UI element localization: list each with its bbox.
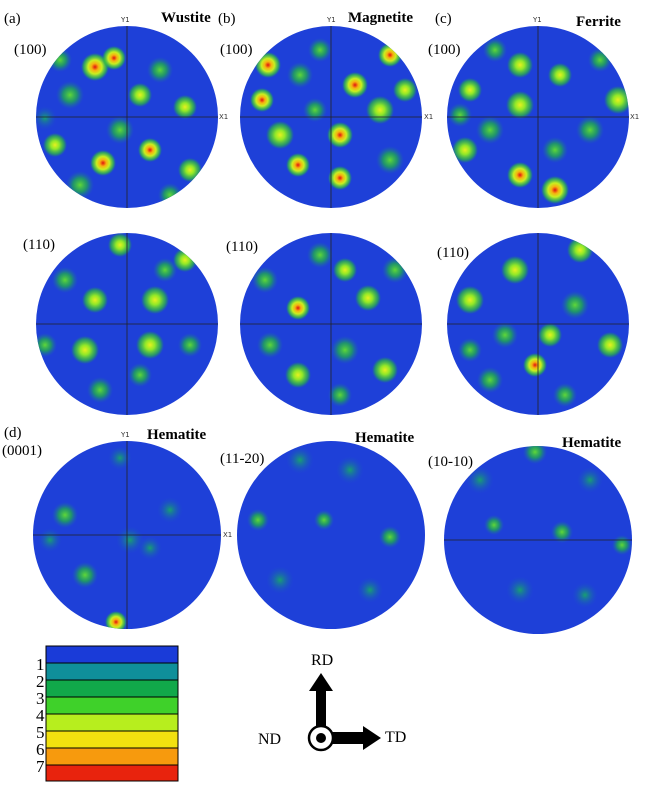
phase-title-hematite-2: Hematite: [355, 430, 415, 446]
axis-y-label: Y1: [121, 431, 130, 439]
plane-label-10-10: (10-10): [428, 454, 473, 470]
panel-letter-a: (a): [4, 11, 21, 27]
pole-figure-magnetite-110: [240, 233, 422, 415]
axis-y-label: Y1: [327, 16, 336, 24]
axis-x-label: X1: [630, 113, 640, 121]
panel-letter-c: (c): [435, 11, 452, 27]
colorbar: [45, 645, 179, 782]
colorbar-label-1: 1: [36, 655, 45, 674]
direction-td-label: TD: [385, 729, 407, 746]
direction-nd-label: ND: [258, 731, 282, 748]
phase-title-hematite-3: Hematite: [562, 435, 622, 451]
axis-x-label: X1: [219, 113, 229, 121]
panel-letter-b: (b): [218, 11, 236, 27]
pole-figure-ferrite-100: [447, 26, 629, 208]
phase-title-magnetite: Magnetite: [348, 10, 413, 26]
axis-x-label: X1: [223, 531, 233, 539]
phase-title-hematite-1: Hematite: [147, 427, 207, 443]
plane-label-100-wustite: (100): [14, 42, 47, 58]
colorbar-label-4: 4: [36, 706, 45, 725]
axis-y-label: Y1: [533, 16, 542, 24]
plane-label-0001: (0001): [2, 443, 42, 459]
plane-label-110-wustite: (110): [23, 237, 55, 253]
phase-title-wustite: Wustite: [161, 10, 211, 26]
axis-x-label: X1: [424, 113, 434, 121]
axis-y-label: Y1: [121, 16, 130, 24]
direction-rd-label: RD: [311, 652, 334, 669]
colorbar-label-7: 7: [36, 757, 45, 776]
plane-label-11-20: (11-20): [220, 451, 265, 467]
pole-figure-hematite-10-10: [444, 446, 632, 634]
panel-letter-d: (d): [4, 425, 22, 441]
plane-label-110-ferrite: (110): [437, 245, 469, 261]
phase-title-ferrite: Ferrite: [576, 14, 621, 30]
pole-figure-magnetite-100: [240, 26, 422, 208]
plane-label-110-magnetite: (110): [226, 239, 258, 255]
plane-label-100-magnetite: (100): [220, 42, 253, 58]
pole-figure-hematite-0001: [33, 441, 221, 629]
direction-indicator: [307, 673, 381, 752]
colorbar-label-3: 3: [36, 689, 45, 708]
colorbar-label-5: 5: [36, 723, 45, 742]
pole-figure-wustite-100: [36, 26, 218, 208]
colorbar-label-6: 6: [36, 740, 45, 759]
pole-figure-ferrite-110: [447, 233, 629, 415]
colorbar-label-2: 2: [36, 672, 45, 691]
pole-figure-wustite-110: [36, 233, 218, 415]
pole-figure-hematite-11-20: [237, 441, 425, 629]
plane-label-100-ferrite: (100): [428, 42, 461, 58]
